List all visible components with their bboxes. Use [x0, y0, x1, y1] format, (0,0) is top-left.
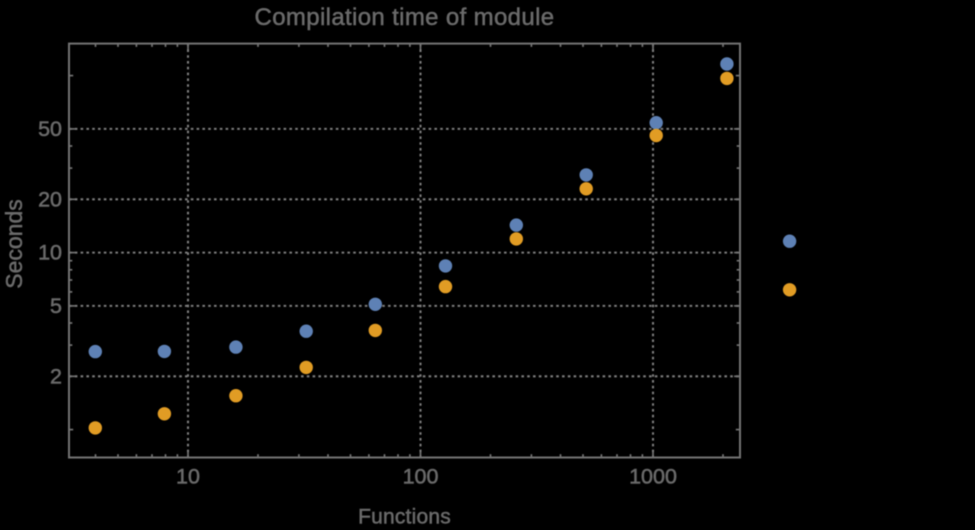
svg-text:20: 20: [38, 187, 62, 211]
svg-text:50: 50: [38, 117, 62, 141]
svg-text:100: 100: [403, 465, 439, 489]
svg-text:5: 5: [50, 294, 62, 318]
svg-text:Functions: Functions: [358, 506, 451, 526]
svg-text:Seconds: Seconds: [1, 199, 27, 289]
svg-text:1000: 1000: [629, 465, 677, 489]
svg-text:10: 10: [176, 465, 200, 489]
svg-text:10: 10: [38, 241, 62, 265]
svg-text:Compilation time of module: Compilation time of module: [255, 4, 555, 31]
svg-text:2: 2: [50, 364, 62, 388]
